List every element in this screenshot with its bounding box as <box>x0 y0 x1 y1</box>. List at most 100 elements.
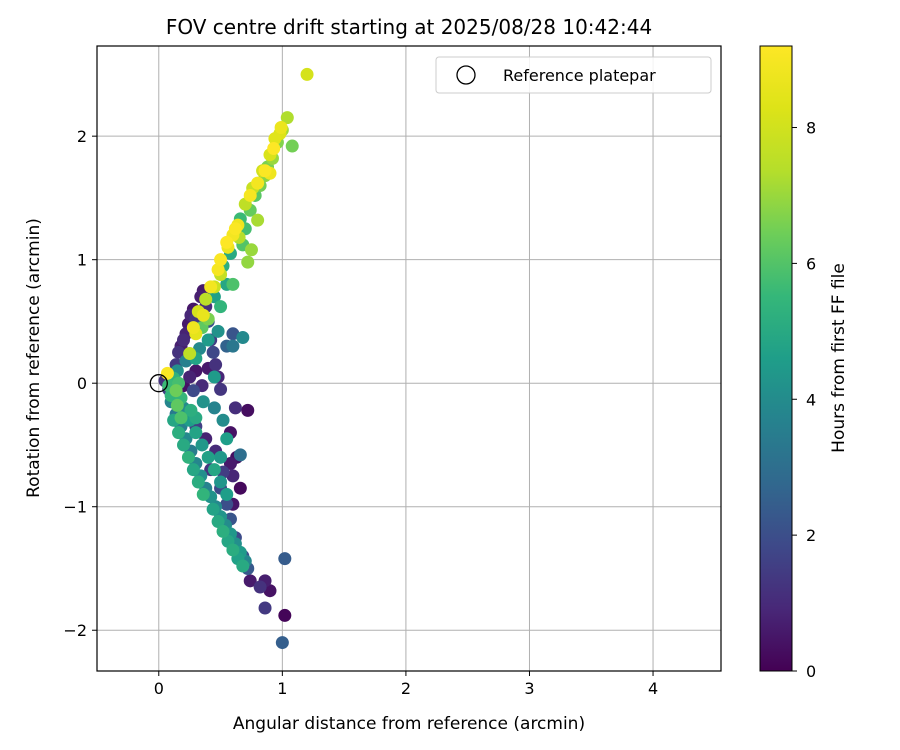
data-point <box>214 253 228 267</box>
data-point <box>216 413 230 427</box>
data-point <box>160 366 174 380</box>
data-point <box>199 292 213 306</box>
y-tick-label: 1 <box>77 251 87 270</box>
data-point <box>206 345 220 359</box>
data-point <box>226 327 240 341</box>
data-point <box>226 277 240 291</box>
x-tick-label: 1 <box>277 679 287 698</box>
data-point <box>226 543 240 557</box>
chart-title: FOV centre drift starting at 2025/08/28 … <box>166 15 652 39</box>
data-point <box>207 401 221 415</box>
data-point <box>196 395 210 409</box>
data-point <box>196 487 210 501</box>
data-point <box>278 552 292 566</box>
data-point <box>251 213 265 227</box>
data-point <box>204 280 218 294</box>
data-point <box>244 243 258 257</box>
data-point <box>183 370 197 384</box>
colorbar-tick-label: 0 <box>806 662 816 681</box>
data-point <box>186 384 200 398</box>
data-point <box>196 308 210 322</box>
legend-reference-marker <box>456 65 476 85</box>
data-point <box>207 370 221 384</box>
data-point <box>172 345 186 359</box>
data-point <box>285 139 299 153</box>
data-point <box>176 438 190 452</box>
y-axis-ticks: −2 −1 0 1 2 <box>63 127 97 640</box>
legend-entry-reference-platepar: Reference platepar <box>503 66 656 85</box>
colorbar-tick-label: 4 <box>806 390 816 409</box>
data-point <box>170 398 184 412</box>
data-point <box>228 401 242 415</box>
data-point <box>263 584 277 598</box>
legend-box <box>435 56 712 94</box>
data-point <box>243 574 257 588</box>
colorbar-ticks: 0 2 4 6 8 <box>792 119 816 681</box>
data-point <box>206 502 220 516</box>
data-point <box>211 515 225 529</box>
data-point <box>220 487 234 501</box>
x-tick-label: 0 <box>154 679 164 698</box>
data-point <box>172 426 186 440</box>
y-tick-label: 2 <box>77 127 87 146</box>
data-point <box>176 333 190 347</box>
data-point <box>186 463 200 477</box>
y-tick-label: 0 <box>77 374 87 393</box>
data-point <box>207 463 221 477</box>
data-point <box>193 342 207 356</box>
data-point <box>189 426 203 440</box>
data-point <box>184 403 198 417</box>
data-point <box>214 382 228 396</box>
reference-marker-group <box>149 374 168 393</box>
colorbar <box>759 45 793 672</box>
data-point <box>201 450 215 464</box>
data-point <box>191 475 205 489</box>
data-point <box>228 222 242 236</box>
legend: Reference platepar <box>435 56 712 94</box>
data-point <box>181 450 195 464</box>
data-point <box>220 235 234 249</box>
data-point <box>214 450 228 464</box>
colorbar-tick-label: 6 <box>806 254 816 273</box>
data-point <box>258 164 272 178</box>
x-tick-label: 3 <box>524 679 534 698</box>
data-point <box>300 67 314 81</box>
data-point <box>241 255 255 269</box>
data-point <box>169 384 183 398</box>
data-point <box>209 358 223 372</box>
data-point <box>275 636 289 650</box>
data-point <box>201 333 215 347</box>
data-point <box>220 497 234 511</box>
colorbar-label: Hours from first FF file <box>829 263 849 453</box>
x-axis-ticks: 0 1 2 3 4 <box>154 671 658 698</box>
data-point <box>274 121 288 135</box>
data-point <box>183 347 197 361</box>
y-tick-label: −2 <box>63 621 87 640</box>
data-point <box>243 188 257 202</box>
data-point <box>186 321 200 335</box>
x-tick-label: 4 <box>648 679 658 698</box>
data-point <box>226 469 240 483</box>
x-axis-label: Angular distance from reference (arcmin) <box>233 714 585 734</box>
reference-platepar-marker <box>149 374 168 393</box>
data-point <box>253 580 267 594</box>
x-tick-label: 2 <box>401 679 411 698</box>
data-point <box>233 481 247 495</box>
data-point <box>214 300 228 314</box>
colorbar-tick-label: 2 <box>806 526 816 545</box>
data-point <box>174 411 188 425</box>
data-points <box>158 67 314 650</box>
data-point <box>216 524 230 538</box>
data-point <box>220 432 234 446</box>
data-point <box>251 176 265 190</box>
colorbar-tick-label: 8 <box>806 119 816 138</box>
y-tick-label: −1 <box>63 498 87 517</box>
data-point <box>214 475 228 489</box>
data-point <box>195 438 209 452</box>
data-point <box>236 331 250 345</box>
data-point <box>226 339 240 353</box>
data-point <box>267 142 281 156</box>
data-point <box>233 448 247 462</box>
data-point <box>236 559 250 573</box>
